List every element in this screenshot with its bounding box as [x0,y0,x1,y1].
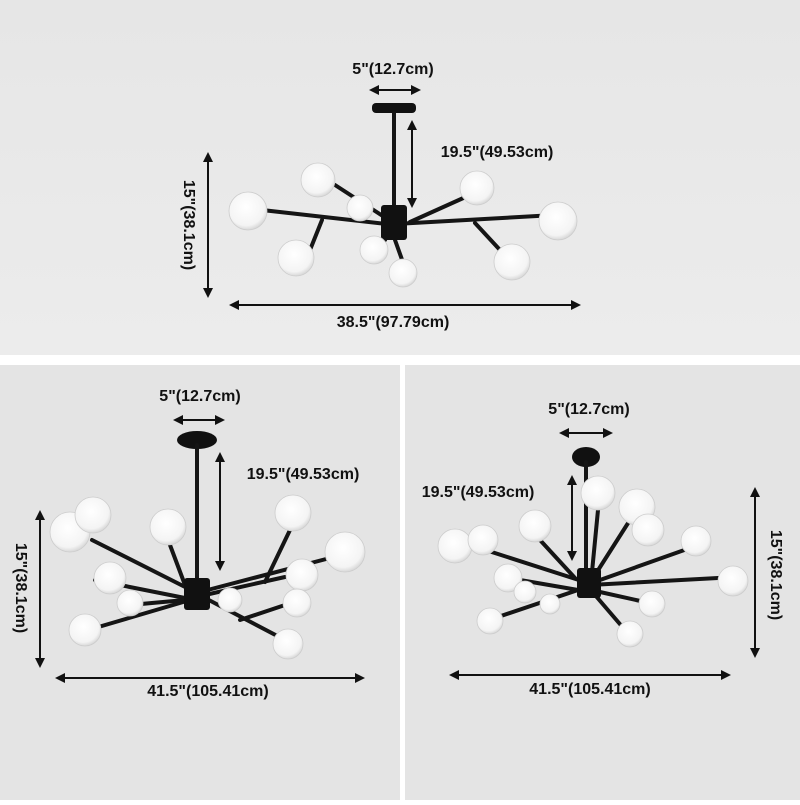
width: 38.5"(97.79cm) [337,314,450,331]
canopy-width: 5"(12.7cm) [548,401,629,418]
height: 15"(38.1cm) [12,543,29,633]
canopy-width: 5"(12.7cm) [352,61,433,78]
chandelier [437,447,749,648]
canopy-width: 5"(12.7cm) [159,388,240,405]
height: 15"(38.1cm) [180,180,197,270]
height: 15"(38.1cm) [767,530,784,620]
width: 41.5"(105.41cm) [147,683,268,700]
chandelier [49,431,366,660]
panel-background [0,0,800,355]
drop-length: 19.5"(49.53cm) [441,144,554,161]
width: 41.5"(105.41cm) [529,681,650,698]
drop-length: 19.5"(49.53cm) [247,466,360,483]
drop-length: 19.5"(49.53cm) [422,484,535,501]
chandelier [228,103,578,288]
